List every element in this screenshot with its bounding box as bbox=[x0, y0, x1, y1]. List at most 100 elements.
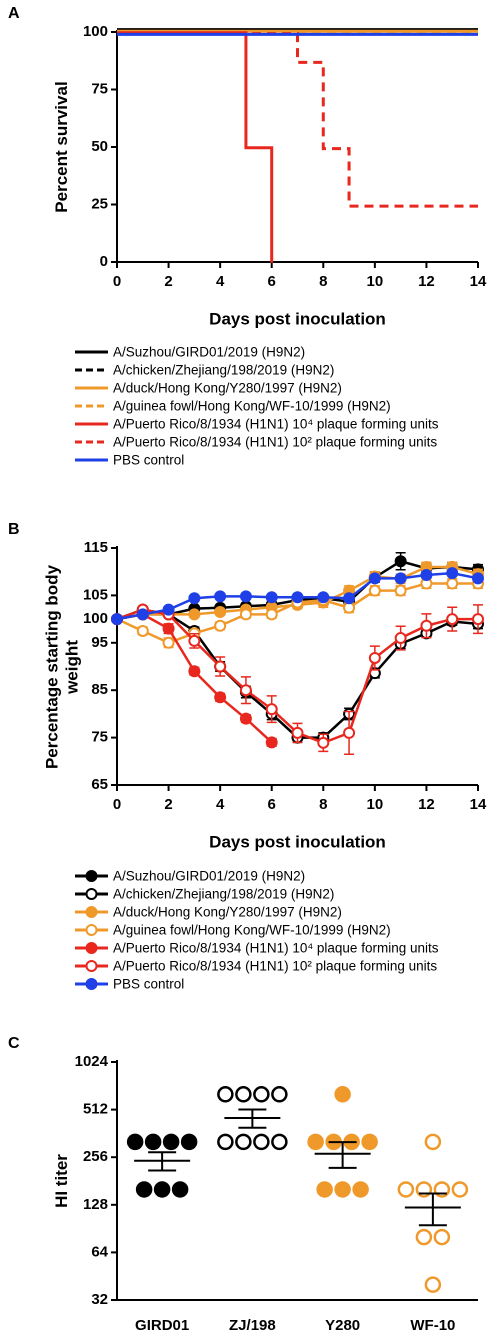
x-tick-label: WF-10 bbox=[410, 1317, 455, 1334]
marker bbox=[446, 567, 459, 580]
data-point bbox=[271, 1133, 288, 1151]
x-tick-label: 8 bbox=[319, 273, 327, 290]
x-tick-label: 12 bbox=[418, 796, 435, 813]
panel-label: B bbox=[8, 521, 20, 538]
x-tick-label: Y280 bbox=[325, 1317, 360, 1334]
marker bbox=[162, 603, 175, 616]
marker bbox=[188, 634, 201, 647]
x-tick-label: 4 bbox=[216, 796, 225, 813]
data-point bbox=[180, 1133, 198, 1151]
marker bbox=[472, 572, 484, 585]
y-tick-label: 85 bbox=[91, 681, 108, 698]
marker bbox=[136, 608, 149, 621]
x-tick-label: 2 bbox=[164, 273, 172, 290]
legend-label: A/duck/Hong Kong/Y280/1997 (H9N2) bbox=[113, 381, 342, 396]
marker bbox=[368, 584, 381, 597]
marker bbox=[214, 691, 227, 704]
data-point bbox=[334, 1086, 351, 1103]
sem-bar bbox=[238, 1108, 267, 1129]
marker bbox=[446, 577, 459, 590]
y-axis-title: Percentage starting body weight bbox=[42, 564, 81, 769]
legend-label: A/chicken/Zhejiang/198/2019 (H9N2) bbox=[113, 363, 334, 378]
legend-label: A/Puerto Rico/8/1934 (H1N1) 10² plaque f… bbox=[113, 435, 437, 450]
marker bbox=[239, 608, 252, 621]
marker bbox=[394, 555, 407, 568]
marker bbox=[162, 636, 175, 649]
y-tick-label: 256 bbox=[83, 1148, 108, 1165]
legend-label: A/Puerto Rico/8/1934 (H1N1) 10² plaque f… bbox=[113, 959, 437, 974]
marker bbox=[214, 605, 227, 618]
x-tick-label: 6 bbox=[268, 796, 276, 813]
legend-label: A/Suzhou/GIRD01/2019 (H9N2) bbox=[113, 869, 305, 884]
marker bbox=[214, 660, 227, 673]
y-tick-label: 1024 bbox=[75, 1053, 109, 1070]
marker bbox=[265, 736, 278, 749]
y-tick-label: 75 bbox=[91, 80, 108, 97]
x-tick-label: 12 bbox=[418, 273, 435, 290]
marker bbox=[317, 591, 330, 604]
y-tick-label: 75 bbox=[91, 729, 108, 746]
marker bbox=[162, 622, 175, 635]
marker bbox=[214, 619, 227, 632]
x-tick-label: 0 bbox=[113, 796, 121, 813]
legend-label: A/Puerto Rico/8/1934 (H1N1) 10⁴ plaque f… bbox=[113, 417, 439, 432]
x-tick-label: 0 bbox=[113, 273, 121, 290]
data-point bbox=[397, 1181, 415, 1198]
data-point bbox=[217, 1086, 234, 1103]
y-tick-label: 512 bbox=[83, 1101, 108, 1118]
legend-marker bbox=[85, 978, 98, 990]
x-axis-title: Days post inoculation bbox=[209, 309, 386, 328]
marker bbox=[136, 624, 149, 637]
panel-label: C bbox=[8, 1035, 20, 1052]
marker bbox=[265, 703, 278, 716]
x-tick-label: 2 bbox=[164, 796, 172, 813]
y-axis-title: Percent survival bbox=[52, 81, 71, 213]
marker bbox=[239, 684, 252, 697]
data-point bbox=[126, 1133, 144, 1151]
x-tick-label: GIRD01 bbox=[135, 1317, 189, 1334]
y-tick-label: 0 bbox=[100, 253, 108, 270]
x-tick-label: 14 bbox=[470, 273, 487, 290]
x-tick-label: 10 bbox=[367, 273, 384, 290]
marker bbox=[265, 591, 278, 604]
data-point bbox=[433, 1228, 451, 1246]
legend-label: A/guinea fowl/Hong Kong/WF-10/1999 (H9N2… bbox=[113, 399, 391, 414]
data-point bbox=[316, 1181, 333, 1198]
legend-label: A/duck/Hong Kong/Y280/1997 (H9N2) bbox=[113, 905, 342, 920]
data-point bbox=[135, 1181, 153, 1198]
y-tick-label: 95 bbox=[91, 634, 108, 651]
data-point bbox=[424, 1133, 442, 1151]
data-point bbox=[451, 1181, 469, 1198]
series-line bbox=[117, 31, 274, 263]
legend-label: A/guinea fowl/Hong Kong/WF-10/1999 (H9N2… bbox=[113, 923, 391, 938]
legend-marker bbox=[85, 906, 98, 918]
data-point bbox=[415, 1228, 433, 1246]
series-line bbox=[117, 32, 478, 208]
y-tick-label: 65 bbox=[91, 776, 108, 793]
data-point bbox=[144, 1133, 162, 1151]
data-point bbox=[361, 1133, 378, 1151]
marker bbox=[291, 726, 304, 739]
marker bbox=[394, 572, 407, 585]
marker bbox=[214, 590, 227, 603]
y-tick-label: 100 bbox=[83, 610, 108, 627]
data-point bbox=[352, 1181, 369, 1198]
legend-label: PBS control bbox=[113, 977, 184, 992]
y-tick-label: 115 bbox=[84, 539, 108, 556]
data-point bbox=[253, 1086, 270, 1103]
marker bbox=[239, 712, 252, 725]
y-tick-label: 32 bbox=[91, 1291, 108, 1308]
marker bbox=[368, 651, 381, 664]
x-tick-label: 10 bbox=[367, 796, 384, 813]
marker bbox=[317, 736, 330, 749]
data-point bbox=[153, 1181, 171, 1198]
marker bbox=[446, 613, 459, 626]
data-point bbox=[235, 1086, 252, 1103]
sem-bar bbox=[328, 1141, 357, 1169]
y-tick-label: 105 bbox=[83, 586, 108, 603]
x-tick-label: 14 bbox=[470, 796, 487, 813]
y-tick-label: 100 bbox=[83, 23, 108, 40]
marker bbox=[394, 632, 407, 645]
marker bbox=[111, 613, 123, 626]
